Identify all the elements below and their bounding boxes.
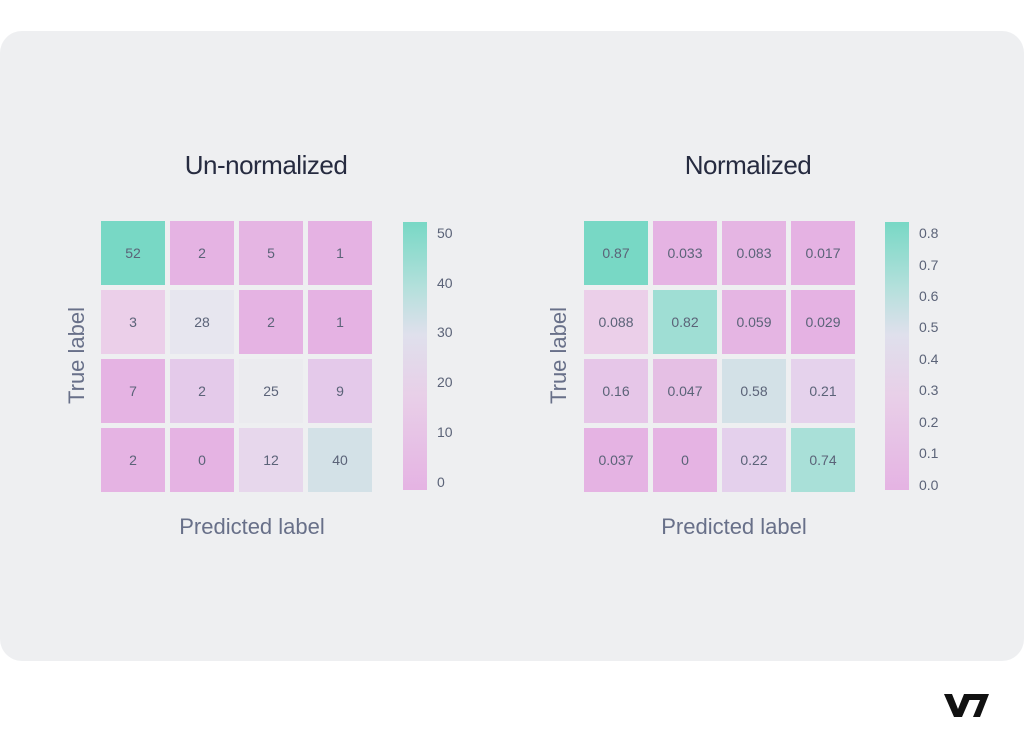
matrix-cell: 0.033 bbox=[653, 221, 717, 285]
colorbar-tick: 0.3 bbox=[919, 382, 939, 398]
confusion-matrix-grid: 52 2 5 1 3 28 2 1 7 2 25 9 2 0 12 40 bbox=[101, 221, 372, 492]
matrix-cell: 1 bbox=[308, 221, 372, 285]
x-axis-label: Predicted label bbox=[661, 514, 807, 539]
matrix-cell: 9 bbox=[308, 359, 372, 423]
matrix-cell: 0.22 bbox=[722, 428, 786, 492]
matrix-cell: 0.037 bbox=[584, 428, 648, 492]
chart-title: Un-normalized bbox=[184, 150, 348, 180]
colorbar-tick: 0.1 bbox=[919, 445, 939, 461]
colorbar-tick: 50 bbox=[437, 225, 453, 241]
matrix-cell: 0.74 bbox=[791, 428, 855, 492]
matrix-cell: 0.87 bbox=[584, 221, 648, 285]
matrix-cell: 0.083 bbox=[722, 221, 786, 285]
v7-logo-icon bbox=[944, 694, 989, 717]
colorbar bbox=[403, 222, 427, 490]
matrix-cell: 0.21 bbox=[791, 359, 855, 423]
x-axis-label: Predicted label bbox=[179, 514, 325, 539]
matrix-cell: 40 bbox=[308, 428, 372, 492]
matrix-cell: 2 bbox=[170, 221, 234, 285]
matrix-cell: 0.088 bbox=[584, 290, 648, 354]
colorbar-tick: 0.6 bbox=[919, 288, 939, 304]
colorbar-tick: 0.4 bbox=[919, 351, 939, 367]
y-axis-label: True label bbox=[546, 306, 571, 404]
colorbar-tick: 40 bbox=[437, 275, 453, 291]
colorbar-tick: 0.5 bbox=[919, 319, 939, 335]
colorbar-tick: 0.7 bbox=[919, 257, 939, 273]
matrix-cell: 5 bbox=[239, 221, 303, 285]
matrix-cell: 25 bbox=[239, 359, 303, 423]
y-axis-label: True label bbox=[64, 306, 89, 404]
matrix-cell: 52 bbox=[101, 221, 165, 285]
matrix-cell: 0.029 bbox=[791, 290, 855, 354]
matrix-cell: 0 bbox=[653, 428, 717, 492]
matrix-cell: 3 bbox=[101, 290, 165, 354]
matrix-cell: 0 bbox=[170, 428, 234, 492]
colorbar-tick: 0.8 bbox=[919, 225, 939, 241]
matrix-cell: 1 bbox=[308, 290, 372, 354]
colorbar-tick: 0.2 bbox=[919, 414, 939, 430]
confusion-matrix-grid: 0.87 0.033 0.083 0.017 0.088 0.82 0.059 … bbox=[584, 221, 855, 492]
matrix-cell: 12 bbox=[239, 428, 303, 492]
colorbar-tick: 30 bbox=[437, 324, 453, 340]
matrix-cell: 0.16 bbox=[584, 359, 648, 423]
colorbar-tick: 0 bbox=[437, 474, 445, 490]
matrix-cell: 2 bbox=[239, 290, 303, 354]
matrix-cell: 7 bbox=[101, 359, 165, 423]
colorbar-tick: 10 bbox=[437, 424, 453, 440]
matrix-cell: 0.82 bbox=[653, 290, 717, 354]
matrix-cell: 0.047 bbox=[653, 359, 717, 423]
colorbar-tick: 0.0 bbox=[919, 477, 939, 493]
matrix-cell: 0.059 bbox=[722, 290, 786, 354]
chart-title: Normalized bbox=[684, 150, 812, 180]
matrix-cell: 0.58 bbox=[722, 359, 786, 423]
matrix-cell: 2 bbox=[101, 428, 165, 492]
matrix-cell: 28 bbox=[170, 290, 234, 354]
colorbar bbox=[885, 222, 909, 490]
matrix-cell: 2 bbox=[170, 359, 234, 423]
colorbar-tick: 20 bbox=[437, 374, 453, 390]
matrix-cell: 0.017 bbox=[791, 221, 855, 285]
